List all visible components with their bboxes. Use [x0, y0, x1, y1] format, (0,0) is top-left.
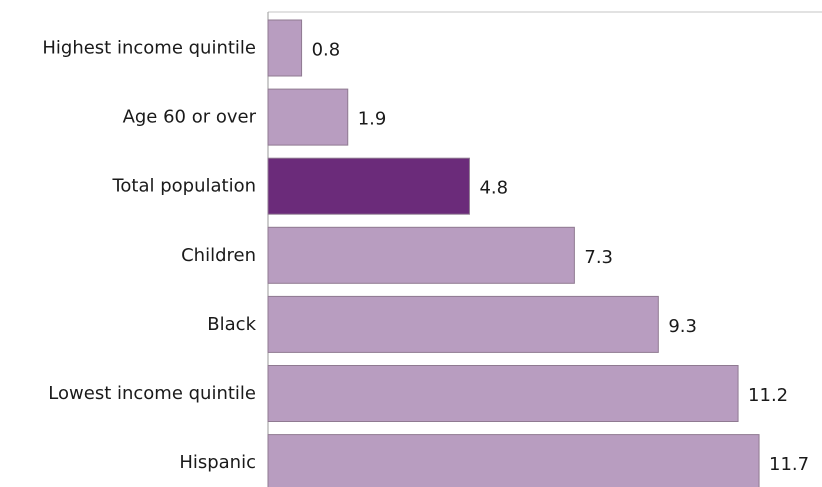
bar-highest-income-quintile	[267, 19, 303, 77]
bar-age-60-or-over	[267, 88, 349, 146]
bars-group	[267, 19, 760, 487]
bar-lowest-income-quintile	[267, 365, 739, 422]
category-label-lowest-income-quintile: Lowest income quintile	[48, 383, 256, 404]
category-label-black: Black	[207, 314, 256, 335]
bar-black	[267, 295, 659, 353]
value-label-lowest-income-quintile: 11.2	[748, 385, 788, 406]
value-label-highest-income-quintile: 0.8	[312, 40, 341, 61]
category-label-age-60-or-over: Age 60 or over	[123, 107, 257, 128]
category-label-total-population: Total population	[111, 176, 256, 197]
category-label-highest-income-quintile: Highest income quintile	[42, 38, 256, 59]
bar-hispanic	[267, 434, 760, 487]
value-label-age-60-or-over: 1.9	[358, 109, 387, 130]
value-label-total-population: 4.8	[479, 178, 508, 199]
value-label-hispanic: 11.7	[769, 454, 809, 475]
category-label-children: Children	[181, 245, 256, 266]
bar-children	[267, 226, 575, 284]
bar-total-population	[267, 157, 470, 215]
value-label-children: 7.3	[584, 247, 613, 268]
category-label-hispanic: Hispanic	[179, 452, 256, 473]
value-label-black: 9.3	[668, 316, 697, 337]
labels-group: Highest income quintile 0.8 Age 60 or over…	[42, 38, 809, 476]
